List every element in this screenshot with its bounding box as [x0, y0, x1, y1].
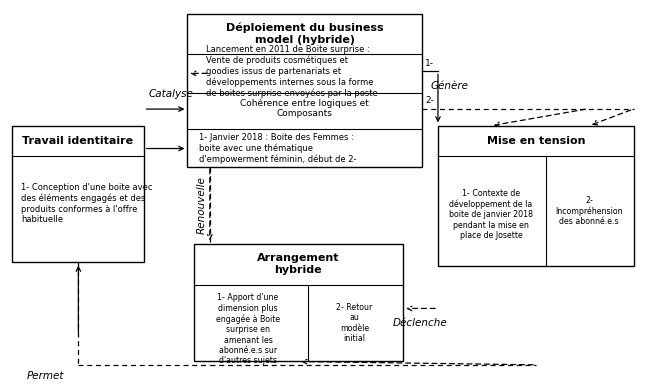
- Text: 2-
Incompréhension
des abonné.e.s: 2- Incompréhension des abonné.e.s: [555, 196, 623, 226]
- Text: 1- Janvier 2018 : Boite des Femmes :
boite avec une thématique
d'empowerment fém: 1- Janvier 2018 : Boite des Femmes : boi…: [199, 133, 357, 164]
- Text: Travail identitaire: Travail identitaire: [22, 136, 133, 146]
- Text: Mise en tension: Mise en tension: [487, 136, 585, 146]
- Text: Cohérence entre logiques et
Composants: Cohérence entre logiques et Composants: [240, 98, 369, 118]
- Text: Catalyse: Catalyse: [149, 89, 193, 99]
- Text: Génère: Génère: [430, 81, 468, 91]
- Text: Renouvelle: Renouvelle: [197, 176, 206, 234]
- Text: 2-: 2-: [425, 96, 434, 105]
- Text: 1- Apport d'une
dimension plus
engagée à Boite
surprise en
amenant les
abonné.e.: 1- Apport d'une dimension plus engagée à…: [216, 293, 280, 365]
- Text: Déploiement du business
model (hybride): Déploiement du business model (hybride): [226, 22, 383, 44]
- Text: 1- Conception d'une boite avec
des éléments engagés et des
produits conformes à : 1- Conception d'une boite avec des éléme…: [21, 183, 152, 224]
- Bar: [194, 244, 402, 361]
- Bar: [187, 14, 422, 167]
- Text: Permet: Permet: [27, 371, 64, 381]
- Text: Déclenche: Déclenche: [393, 318, 448, 328]
- Text: 1- Contexte de
développement de la
boite de janvier 2018
pendant la mise en
plac: 1- Contexte de développement de la boite…: [449, 189, 533, 240]
- Bar: [12, 126, 144, 262]
- Text: 2- Retour
au
modèle
initial: 2- Retour au modèle initial: [337, 303, 373, 343]
- Text: 1-: 1-: [425, 59, 434, 68]
- Bar: [438, 126, 634, 266]
- Text: Lancement en 2011 de Boite surprise :
Vente de produits cosmétiques et
goodies i: Lancement en 2011 de Boite surprise : Ve…: [206, 45, 378, 98]
- Text: Arrangement
hybride: Arrangement hybride: [257, 254, 339, 275]
